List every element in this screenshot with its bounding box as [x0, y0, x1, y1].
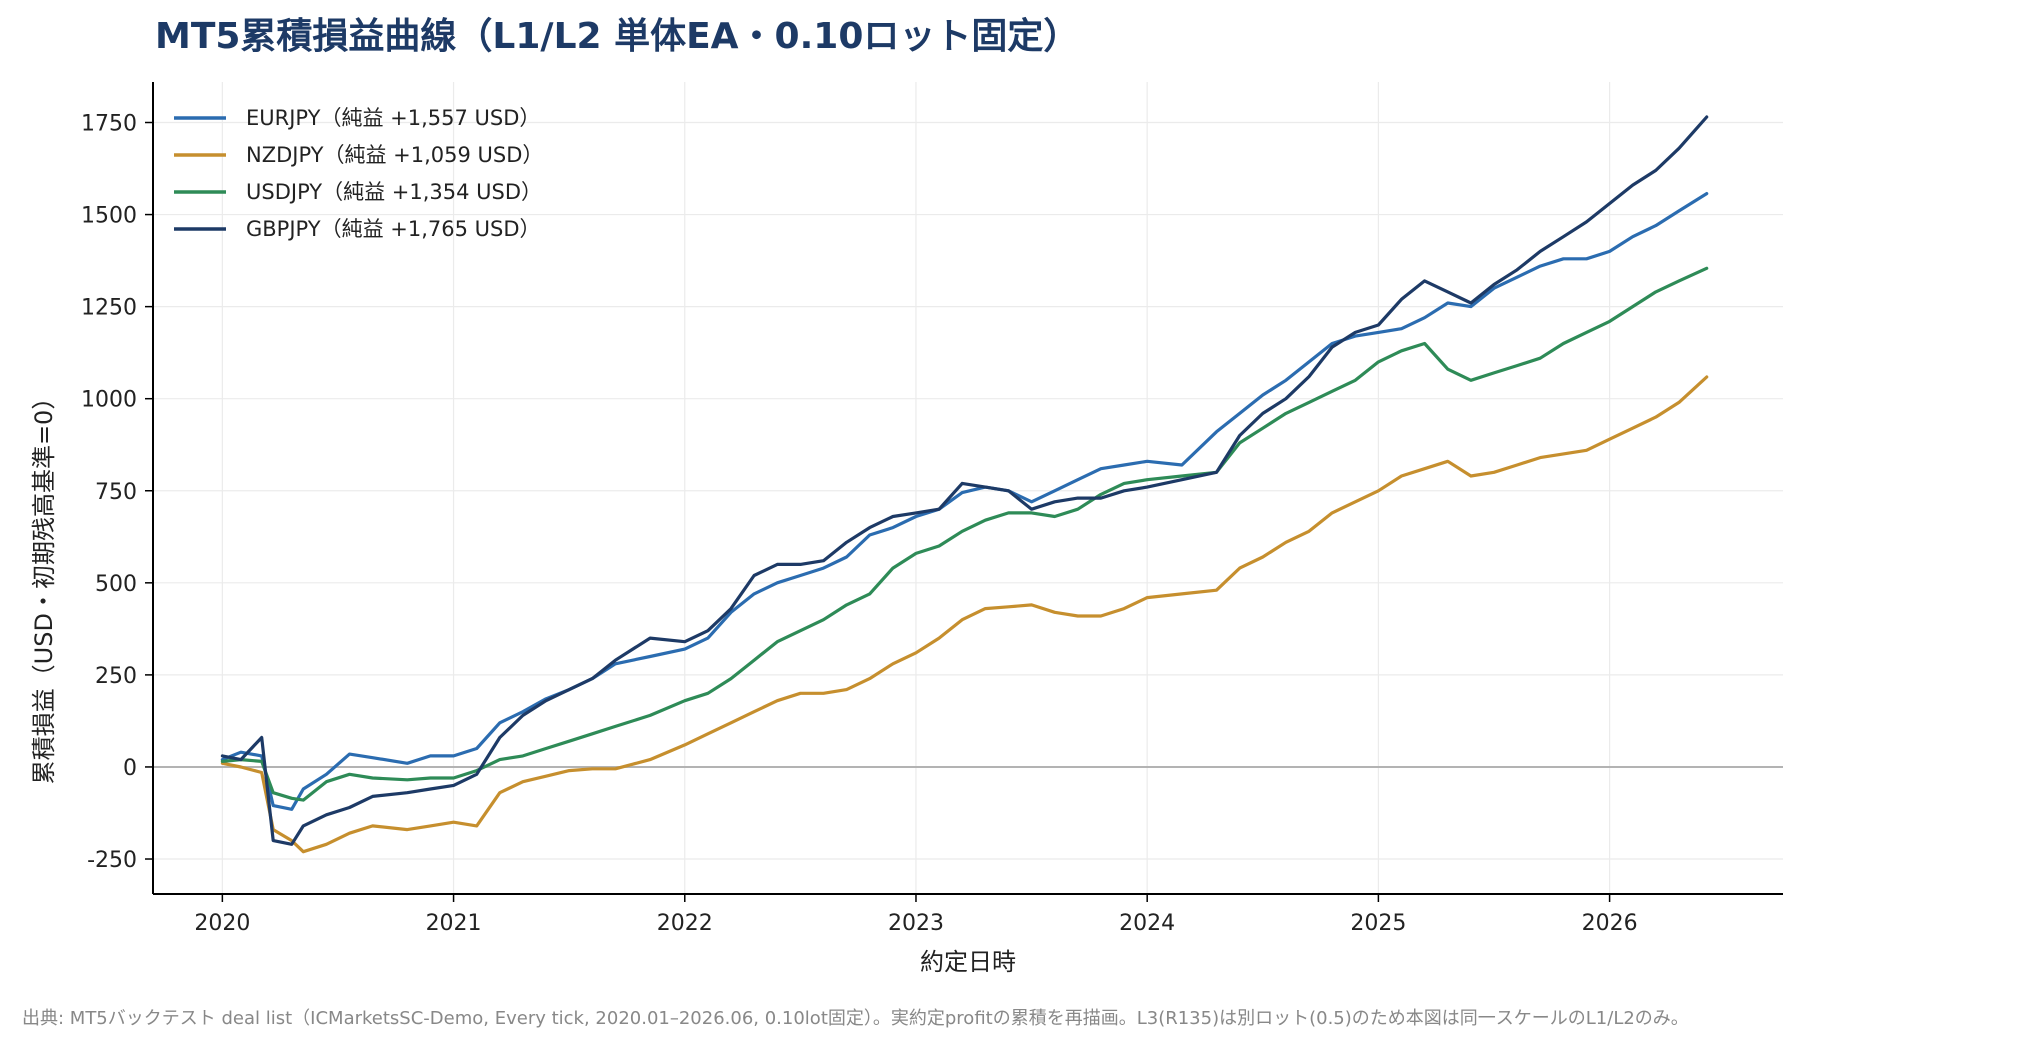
y-axis-label: 累積損益（USD・初期残高基準=0）: [30, 386, 58, 785]
chart-title: MT5累積損益曲線（L1/L2 単体EA・0.10ロット固定）: [155, 16, 1079, 57]
y-tick-label: 1250: [81, 296, 137, 321]
legend: EURJPY（純益 +1,557 USD） NZDJPY（純益 +1,059 US…: [174, 106, 543, 241]
legend-label: EURJPY（純益 +1,557 USD）: [246, 106, 540, 130]
grid: [153, 82, 1783, 894]
x-tick-label: 2022: [657, 911, 713, 936]
y-tick-label: 0: [123, 756, 137, 781]
y-tick-label: 1500: [81, 204, 137, 229]
legend-label: USDJPY（純益 +1,354 USD）: [246, 180, 542, 204]
y-tick-label: -250: [87, 848, 137, 873]
series-lines: [220, 115, 1709, 854]
y-tick-label: 1000: [81, 388, 137, 413]
x-tick-label: 2025: [1350, 911, 1406, 936]
y-tick-label: 250: [95, 664, 137, 689]
x-tick-label: 2024: [1119, 911, 1175, 936]
x-tick-label: 2021: [426, 911, 482, 936]
x-tick-label: 2023: [888, 911, 944, 936]
legend-label: NZDJPY（純益 +1,059 USD）: [246, 143, 543, 167]
y-tick-label: 500: [95, 572, 137, 597]
source-footnote: 出典: MT5バックテスト deal list（ICMarketsSC-Demo…: [22, 1008, 1689, 1029]
x-tick-label: 2020: [194, 911, 250, 936]
tick-labels: 2020 2021 2022 2023 2024 2025 2026 -250 0 250 500 7…: [81, 112, 1638, 936]
series-line: [220, 266, 1709, 802]
series-line: [220, 192, 1709, 811]
legend-label: GBPJPY（純益 +1,765 USD）: [246, 217, 541, 241]
axes: [145, 82, 1783, 902]
x-tick-label: 2026: [1582, 911, 1638, 936]
series-line: [220, 115, 1709, 846]
series-line: [220, 375, 1709, 854]
y-tick-label: 750: [95, 480, 137, 505]
x-axis-label: 約定日時: [920, 948, 1016, 976]
y-tick-label: 1750: [81, 112, 137, 137]
